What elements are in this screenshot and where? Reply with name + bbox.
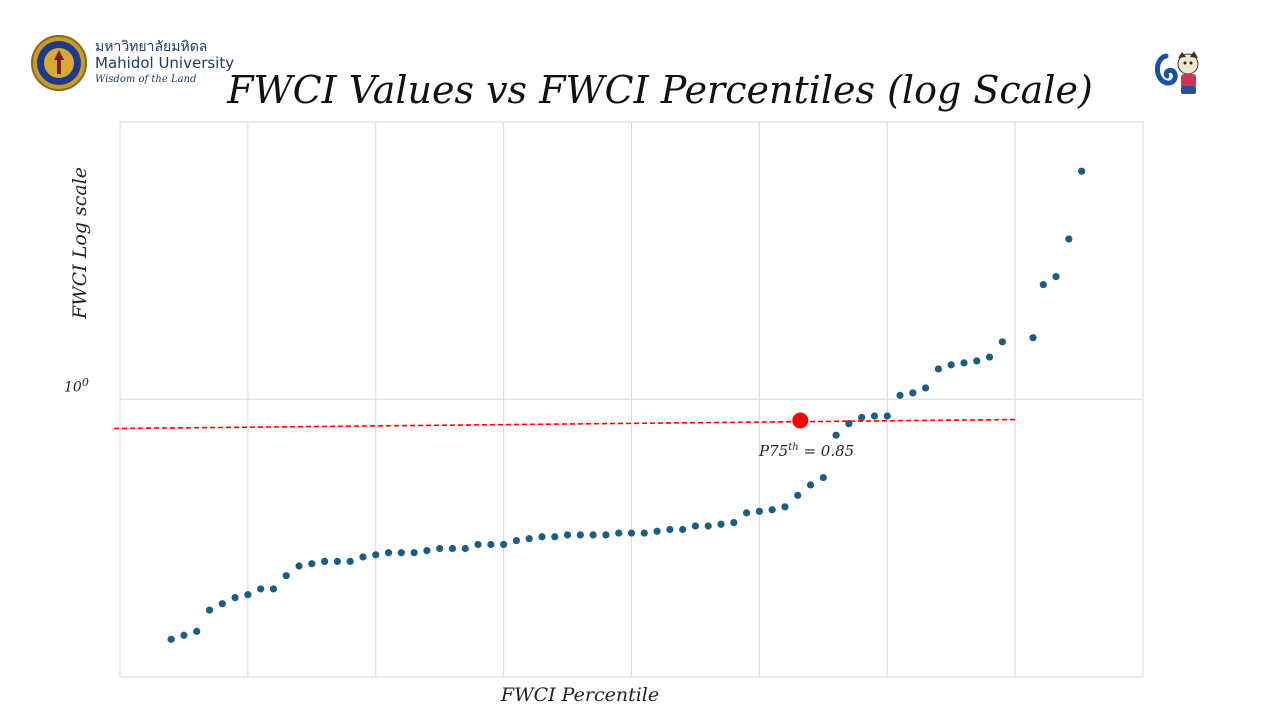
data-point bbox=[525, 535, 533, 543]
data-point bbox=[410, 549, 418, 557]
data-point bbox=[998, 338, 1006, 346]
data-point bbox=[474, 540, 482, 549]
data-point bbox=[666, 525, 674, 534]
data-point bbox=[346, 557, 354, 566]
data-point bbox=[858, 413, 866, 422]
data-point bbox=[576, 531, 584, 539]
data-point bbox=[461, 544, 469, 553]
data-point bbox=[1052, 273, 1060, 281]
data-point bbox=[730, 518, 738, 527]
data-point bbox=[538, 533, 546, 541]
data-point bbox=[947, 361, 955, 369]
data-point bbox=[487, 540, 495, 549]
data-point bbox=[640, 529, 648, 537]
data-point bbox=[781, 503, 789, 511]
data-point bbox=[1065, 235, 1073, 243]
data-point bbox=[615, 529, 623, 537]
logo-thai-name: มหาวิทยาลัยมหิดล bbox=[95, 39, 208, 55]
data-point bbox=[321, 557, 329, 566]
data-point bbox=[218, 600, 226, 608]
data-point bbox=[883, 412, 891, 420]
data-point bbox=[1039, 280, 1047, 289]
university-seal-icon bbox=[31, 35, 87, 91]
percentile-annotation: P75th = 0.85 bbox=[759, 442, 854, 460]
data-point bbox=[167, 635, 175, 643]
data-point bbox=[269, 585, 278, 593]
data-point bbox=[973, 357, 981, 365]
data-point bbox=[563, 531, 572, 539]
data-point bbox=[627, 529, 636, 537]
data-point bbox=[244, 591, 252, 599]
data-point bbox=[397, 549, 405, 557]
data-point bbox=[180, 631, 188, 639]
data-point bbox=[691, 522, 700, 530]
logo-tagline: Wisdom of the Land bbox=[95, 74, 197, 85]
logo-university-name: Mahidol University bbox=[95, 54, 235, 72]
data-point bbox=[372, 551, 380, 559]
data-point bbox=[806, 481, 815, 489]
data-point bbox=[922, 384, 930, 392]
data-point bbox=[985, 353, 994, 361]
data-point bbox=[551, 533, 559, 541]
data-point bbox=[755, 507, 763, 515]
data-point bbox=[679, 525, 687, 534]
chart-title: FWCI Values vs FWCI Percentiles (log Sca… bbox=[227, 68, 1093, 112]
data-point bbox=[704, 522, 712, 530]
data-point bbox=[589, 531, 597, 539]
x-axis-label: FWCI Percentile bbox=[500, 684, 660, 706]
data-point bbox=[794, 491, 802, 499]
data-point bbox=[1078, 167, 1086, 175]
y-axis-label: FWCI Log scale bbox=[69, 166, 91, 320]
data-point bbox=[231, 593, 239, 602]
y-tick-exponent: 0 bbox=[81, 376, 89, 389]
data-point bbox=[602, 531, 610, 539]
data-point bbox=[295, 562, 303, 570]
data-point bbox=[1029, 334, 1037, 342]
data-point bbox=[819, 473, 827, 482]
annotation-sup: th bbox=[788, 442, 799, 453]
data-point bbox=[934, 365, 943, 373]
data-point bbox=[448, 544, 457, 553]
y-tick-label: 100 bbox=[64, 376, 89, 396]
data-point bbox=[717, 520, 725, 528]
reference-line bbox=[113, 418, 1016, 430]
data-point bbox=[193, 627, 201, 635]
mascot-icon bbox=[1155, 51, 1199, 94]
data-point bbox=[960, 359, 968, 367]
data-point bbox=[384, 549, 393, 557]
y-tick-base: 10 bbox=[64, 379, 82, 396]
mahidol-logo: มหาวิทยาลัยมหิดล Mahidol University Wisd… bbox=[30, 34, 240, 94]
data-point bbox=[257, 585, 265, 593]
data-point bbox=[359, 553, 367, 561]
data-point bbox=[909, 389, 917, 397]
highlight-point bbox=[792, 412, 809, 429]
annotation-value: = 0.85 bbox=[803, 442, 855, 460]
data-point bbox=[870, 412, 879, 420]
data-point bbox=[896, 391, 904, 399]
data-point bbox=[500, 540, 508, 549]
data-point bbox=[832, 431, 840, 439]
annotation-prefix: P75 bbox=[759, 442, 789, 460]
data-point bbox=[512, 536, 521, 545]
data-point bbox=[308, 560, 316, 568]
data-point bbox=[423, 546, 431, 555]
data-point bbox=[282, 572, 290, 580]
data-point bbox=[333, 557, 341, 566]
data-point bbox=[205, 606, 214, 614]
data-point bbox=[742, 509, 751, 517]
data-point bbox=[436, 544, 444, 553]
data-point bbox=[653, 527, 661, 535]
data-point bbox=[768, 506, 776, 514]
